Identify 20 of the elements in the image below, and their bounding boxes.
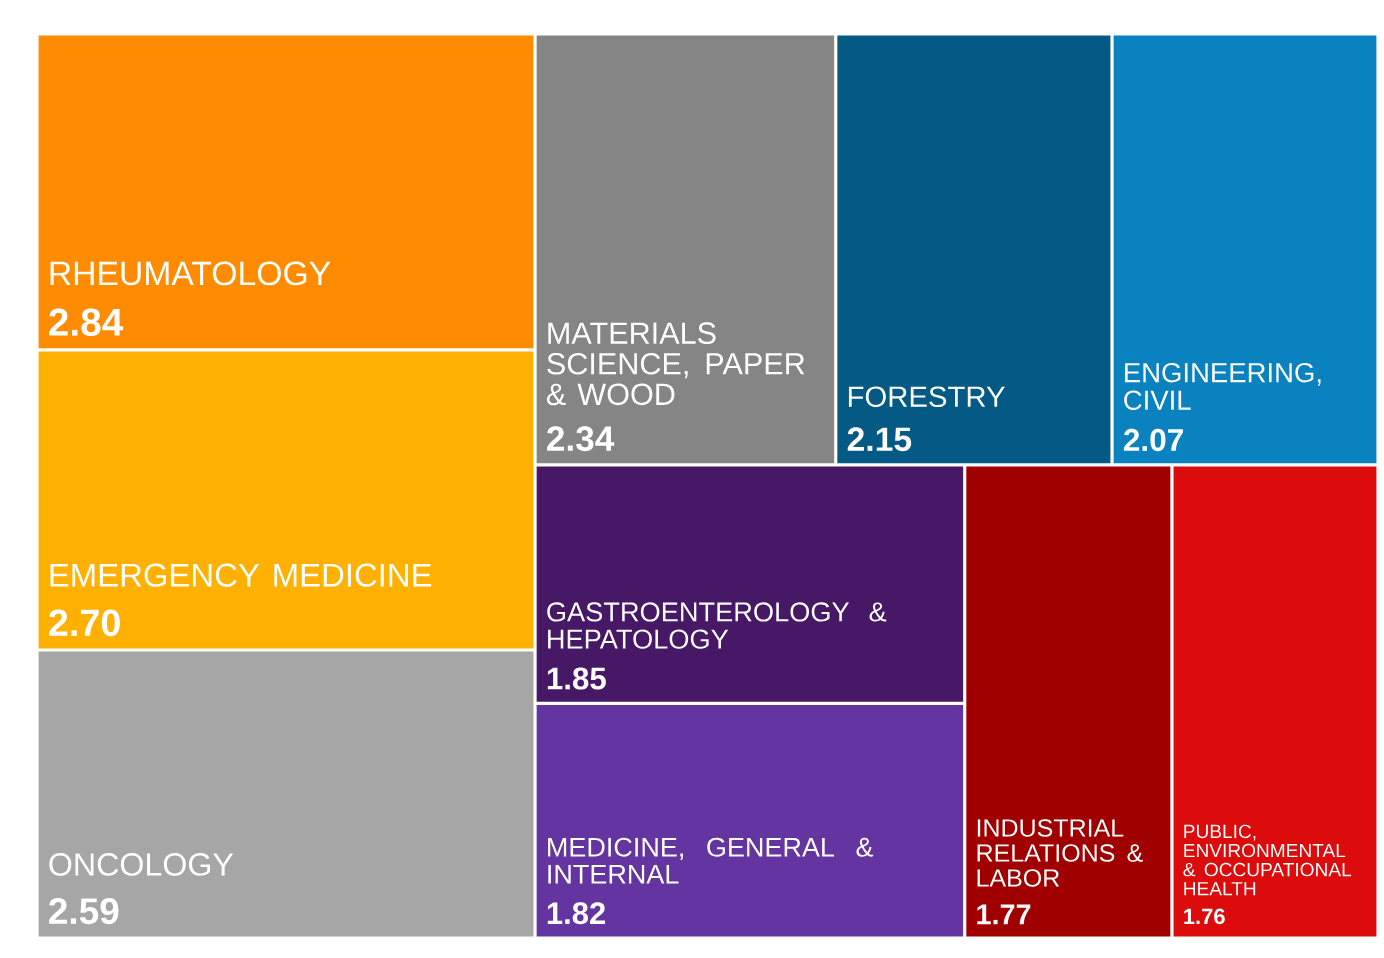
data-label: 1.76 (1184, 908, 1225, 925)
data-label: 1.85 (547, 667, 606, 690)
category-label: FORESTRY (848, 386, 1005, 408)
category-label: RHEUMATOLOGY (50, 261, 331, 286)
data-label: 1.82 (547, 902, 605, 925)
category-label: ENGINEERING, CIVIL (1124, 362, 1321, 410)
data-label: 2.84 (49, 308, 124, 336)
data-label: 2.07 (1123, 428, 1183, 452)
category-label: MATERIALS SCIENCE, PAPER & WOOD (546, 322, 805, 406)
category-label: PUBLIC, ENVIRONMENTAL & OCCUPATIONAL HEALTH (1183, 824, 1352, 896)
category-label: GASTROENTEROLOGY & HEPATOLOGY (547, 602, 887, 649)
data-label: 2.59 (49, 898, 119, 925)
category-label: EMERGENCY MEDICINE (50, 563, 432, 587)
data-label: 2.34 (547, 426, 615, 452)
data-label: 2.15 (847, 427, 912, 452)
data-label: 2.70 (49, 609, 120, 637)
category-label: MEDICINE, GENERAL & INTERNAL (548, 837, 874, 884)
category-label: INDUSTRIAL RELATIONS & LABOR (977, 819, 1143, 887)
category-label: ONCOLOGY (49, 853, 234, 876)
data-label: 1.77 (977, 904, 1031, 925)
